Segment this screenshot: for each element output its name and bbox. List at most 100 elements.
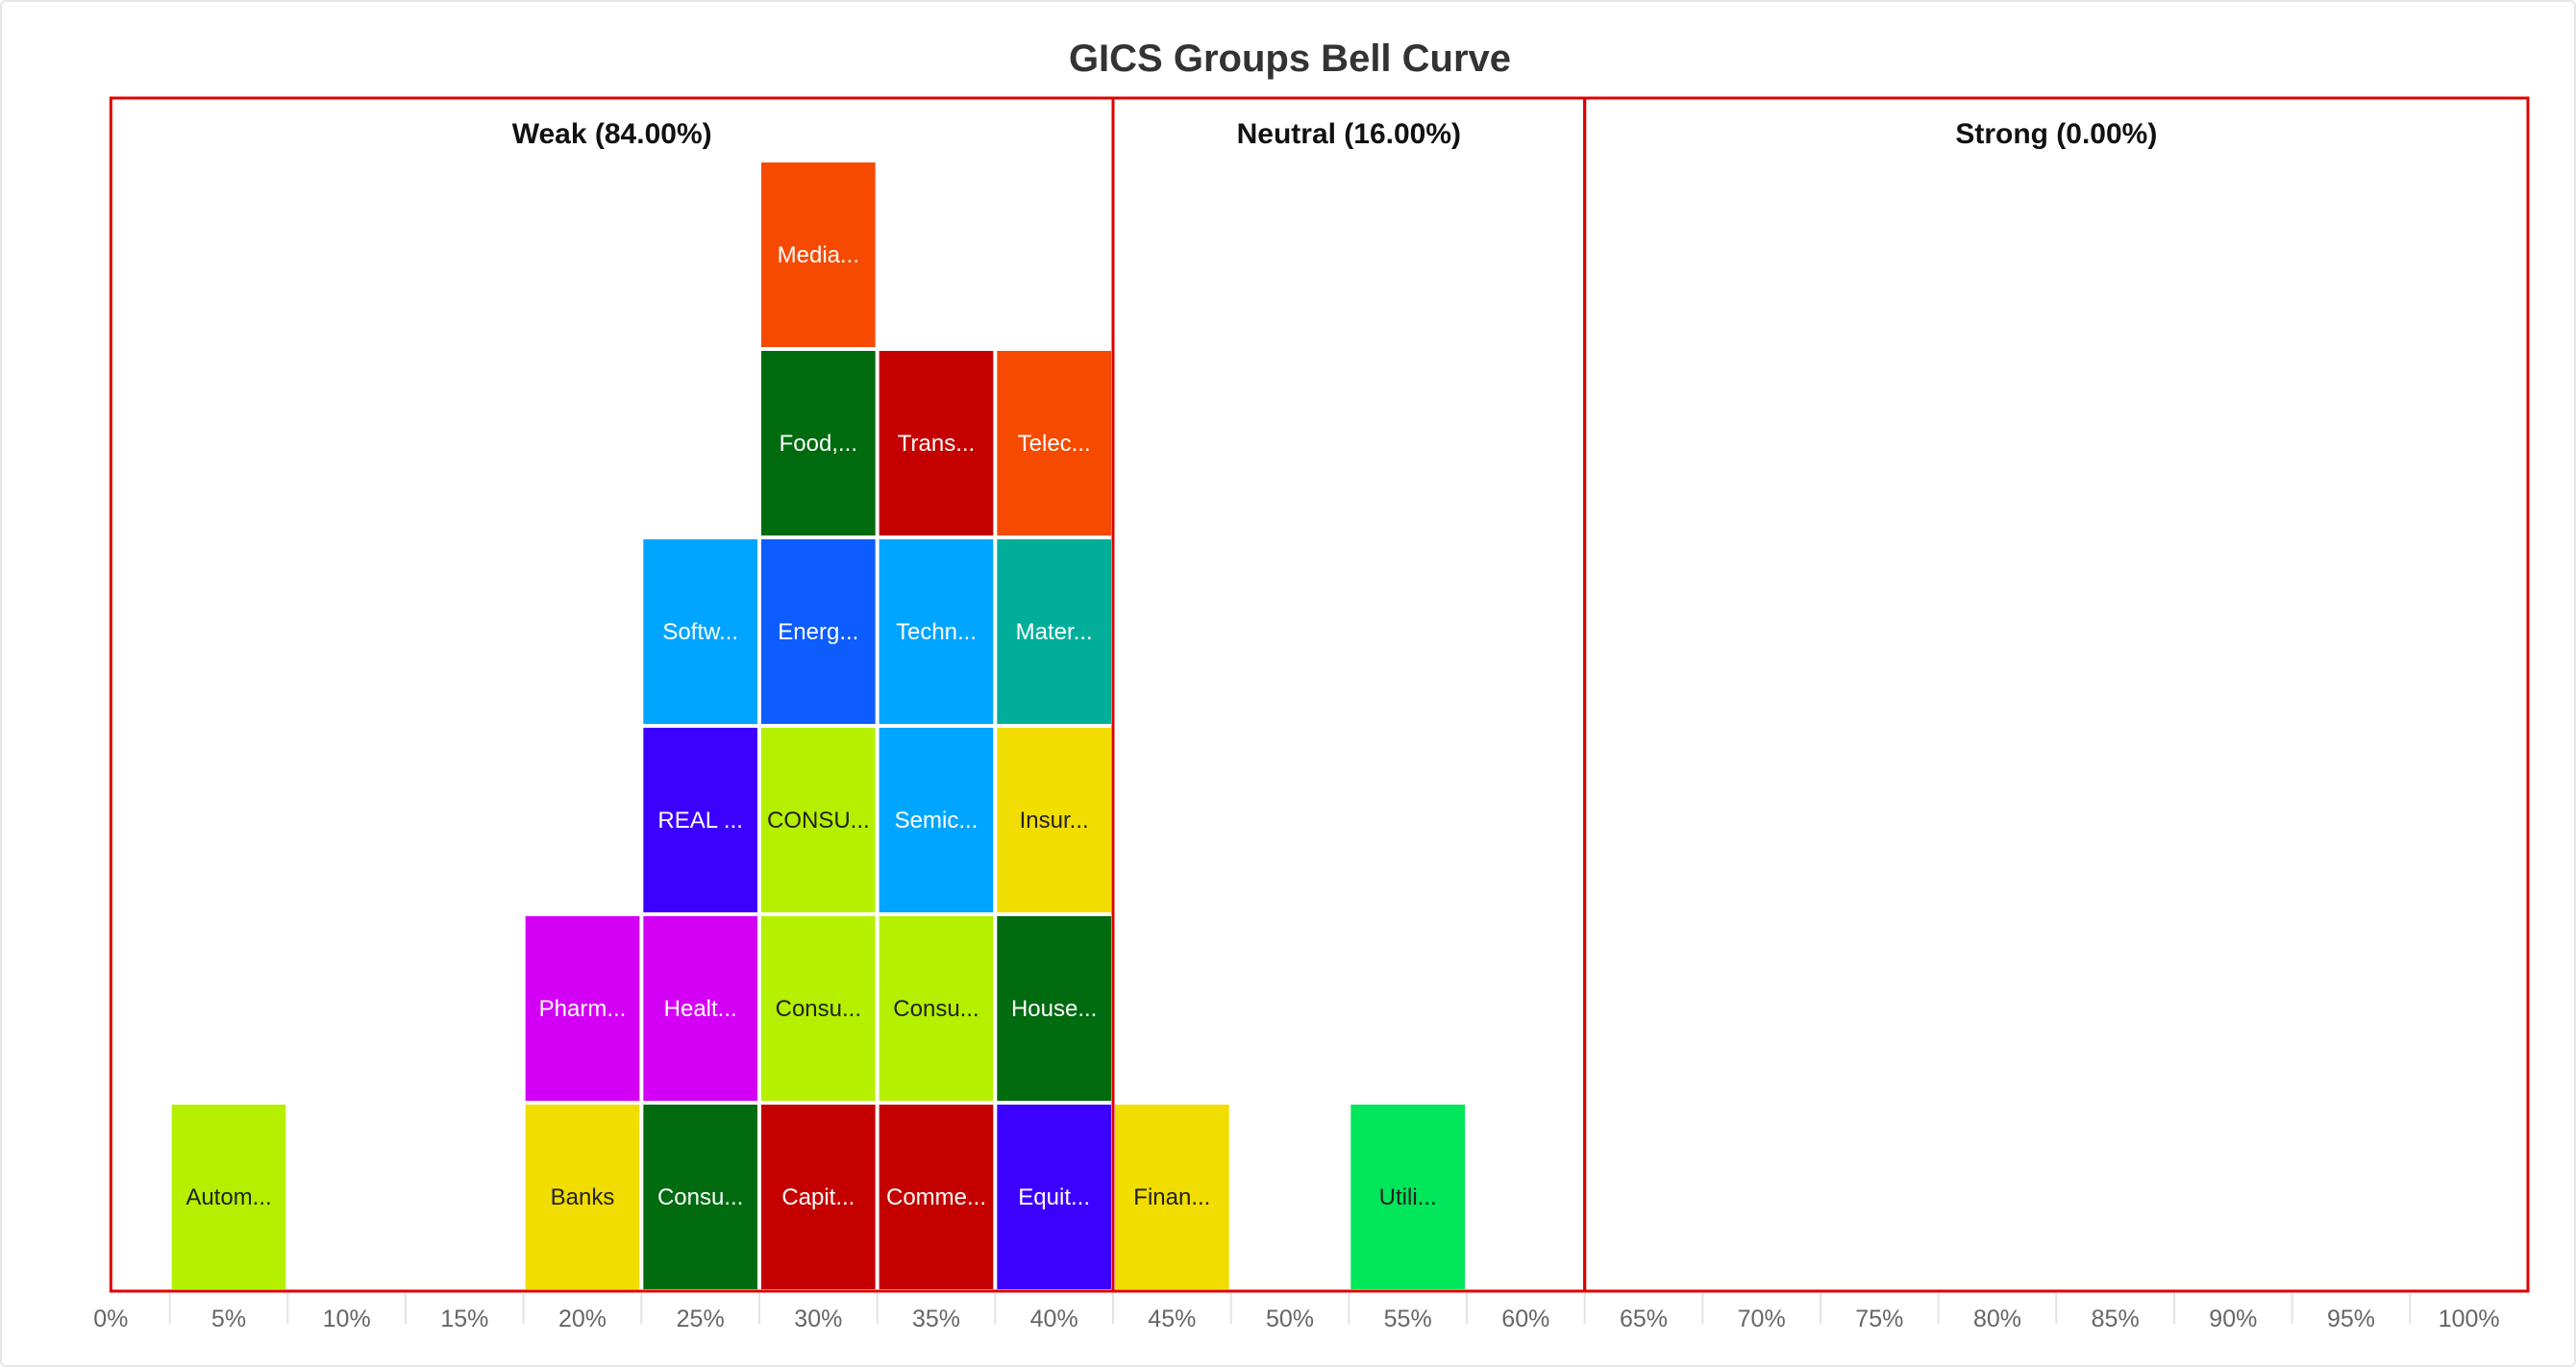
x-tick-label: 95%	[2327, 1306, 2375, 1332]
group-cell[interactable]: Consu...	[759, 914, 878, 1103]
x-tick-label: 60%	[1501, 1306, 1549, 1332]
group-cell-label: Trans...	[898, 431, 975, 457]
group-cell-label: Banks	[551, 1184, 615, 1210]
x-tick-label: 40%	[1030, 1306, 1078, 1332]
group-cell-label: Insur...	[1020, 808, 1089, 834]
group-cell-rect[interactable]	[877, 1103, 996, 1291]
group-cell-label: Consu...	[776, 996, 861, 1022]
x-tick-label: 45%	[1148, 1306, 1196, 1332]
group-cell[interactable]: Pharm...	[523, 914, 642, 1103]
group-cell-label: Utili...	[1379, 1184, 1437, 1210]
group-cell[interactable]: Trans...	[877, 349, 996, 537]
group-cell-label: Consu...	[657, 1184, 743, 1210]
x-tick-label: 85%	[2092, 1306, 2140, 1332]
group-cell[interactable]: Capit...	[759, 1103, 878, 1291]
x-tick-label: 30%	[794, 1306, 842, 1332]
group-cell-rect[interactable]	[523, 1103, 642, 1291]
group-cell-rect[interactable]	[1349, 1103, 1468, 1291]
x-tick-label: 10%	[323, 1306, 371, 1332]
group-cell-rect[interactable]	[759, 349, 878, 537]
group-cell[interactable]: Finan...	[1113, 1103, 1231, 1291]
group-cell-rect[interactable]	[523, 914, 642, 1103]
x-tick-label: 75%	[1855, 1306, 1903, 1332]
group-cell[interactable]: Telec...	[995, 349, 1114, 537]
group-cell-rect[interactable]	[759, 537, 878, 726]
group-cell-label: Mater...	[1016, 619, 1093, 645]
x-tick-label: 15%	[440, 1306, 488, 1332]
group-cell[interactable]: Autom...	[169, 1103, 288, 1291]
group-cell[interactable]: Insur...	[995, 726, 1114, 914]
group-cell[interactable]: Consu...	[641, 1103, 759, 1291]
group-cell-label: Consu...	[893, 996, 978, 1022]
group-cell[interactable]: CONSU...	[759, 726, 878, 914]
group-cell-label: Food,...	[780, 431, 857, 457]
chart-title: GICS Groups Bell Curve	[1069, 37, 1511, 80]
cells-layer: Autom... Banks Pharm... Consu... Healt... REA…	[169, 161, 1468, 1291]
group-cell-rect[interactable]	[995, 726, 1114, 914]
group-cell[interactable]: REAL ...	[641, 726, 759, 914]
x-tick-label: 70%	[1738, 1306, 1786, 1332]
x-tick-label: 90%	[2209, 1306, 2257, 1332]
group-cell[interactable]: Utili...	[1349, 1103, 1468, 1291]
group-cell-rect[interactable]	[877, 914, 996, 1103]
group-cell-rect[interactable]	[995, 349, 1114, 537]
group-cell[interactable]: Semic...	[877, 726, 996, 914]
group-cell-rect[interactable]	[877, 537, 996, 726]
group-cell-rect[interactable]	[877, 349, 996, 537]
x-tick-label: 55%	[1384, 1306, 1432, 1332]
group-cell[interactable]: Equit...	[995, 1103, 1114, 1291]
group-cell[interactable]: Energ...	[759, 537, 878, 726]
group-cell-label: Equit...	[1018, 1184, 1090, 1210]
group-cell-label: Energ...	[778, 619, 858, 645]
group-cell[interactable]: Techn...	[877, 537, 996, 726]
group-cell-rect[interactable]	[1113, 1103, 1231, 1291]
group-cell-rect[interactable]	[995, 914, 1114, 1103]
group-cell-label: Telec...	[1018, 431, 1091, 457]
group-cell[interactable]: Mater...	[995, 537, 1114, 726]
group-cell-rect[interactable]	[759, 726, 878, 914]
group-cell[interactable]: Consu...	[877, 914, 996, 1103]
zone-label: Neutral (16.00%)	[1237, 118, 1461, 150]
group-cell-rect[interactable]	[759, 914, 878, 1103]
group-cell-rect[interactable]	[995, 1103, 1114, 1291]
group-cell-label: Healt...	[664, 996, 737, 1022]
x-tick-label: 5%	[211, 1306, 246, 1332]
x-tick-label: 20%	[558, 1306, 607, 1332]
group-cell-rect[interactable]	[641, 1103, 759, 1291]
group-cell[interactable]: House...	[995, 914, 1114, 1103]
zone-label: Weak (84.00%)	[512, 118, 712, 150]
group-cell-label: Capit...	[781, 1184, 855, 1210]
zone-label: Strong (0.00%)	[1955, 118, 2157, 150]
group-cell-label: CONSU...	[767, 808, 870, 834]
x-tick-label: 65%	[1620, 1306, 1668, 1332]
group-cell-rect[interactable]	[641, 914, 759, 1103]
group-cell[interactable]: Food,...	[759, 349, 878, 537]
group-cell-label: Techn...	[896, 619, 977, 645]
x-tick-label: 0%	[93, 1306, 128, 1332]
x-tick-label: 100%	[2439, 1306, 2500, 1332]
group-cell-label: Autom...	[186, 1184, 271, 1210]
group-cell-rect[interactable]	[641, 726, 759, 914]
group-cell[interactable]: Banks	[523, 1103, 642, 1291]
group-cell-rect[interactable]	[877, 726, 996, 914]
group-cell-rect[interactable]	[169, 1103, 288, 1291]
x-tick-label: 35%	[912, 1306, 960, 1332]
group-cell[interactable]: Healt...	[641, 914, 759, 1103]
group-cell-label: REAL ...	[657, 808, 742, 834]
group-cell-rect[interactable]	[641, 537, 759, 726]
group-cell[interactable]: Softw...	[641, 537, 759, 726]
group-cell-label: Pharm...	[539, 996, 627, 1022]
group-cell-label: Comme...	[886, 1184, 986, 1210]
group-cell-label: Semic...	[895, 808, 978, 834]
zones-layer: Weak (84.00%) Neutral (16.00%) Strong (0.0…	[109, 96, 2530, 1293]
group-cell-label: Finan...	[1133, 1184, 1210, 1210]
group-cell-label: House...	[1011, 996, 1097, 1022]
group-cell-rect[interactable]	[759, 161, 878, 349]
group-cell-rect[interactable]	[995, 537, 1114, 726]
group-cell[interactable]: Media...	[759, 161, 878, 349]
group-cell[interactable]: Comme...	[877, 1103, 996, 1291]
zone-box	[1583, 96, 2530, 1293]
group-cell-rect[interactable]	[759, 1103, 878, 1291]
